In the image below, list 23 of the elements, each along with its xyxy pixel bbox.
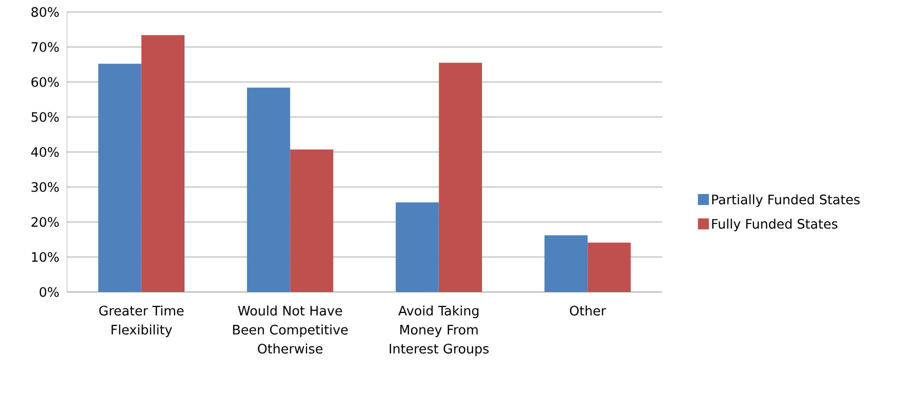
bar: [290, 150, 334, 292]
y-tick-label: 60%: [31, 77, 59, 87]
y-tick-label: 80%: [31, 7, 59, 17]
x-tick-label: Greater Time Flexibility: [99, 306, 184, 338]
bar: [544, 235, 588, 292]
legend-label: Partially Funded States: [712, 194, 860, 207]
bar: [396, 202, 439, 292]
bar: [98, 64, 142, 292]
y-tick-label: 30%: [32, 182, 59, 192]
y-tick-label: 10%: [32, 252, 59, 262]
bar: [438, 62, 482, 292]
y-tick-label: 0%: [40, 287, 59, 297]
x-tick-label: Other: [570, 306, 606, 316]
y-tick-label: 40%: [31, 147, 59, 157]
bar: [246, 88, 290, 292]
y-tick-label: 20%: [32, 217, 59, 227]
x-tick-label: Would Not Have Been Competitive Otherwise: [233, 306, 348, 354]
legend-label: Fully Funded States: [712, 218, 838, 232]
x-tick-label: Avoid Taking Money From Interest Groups: [390, 306, 489, 356]
bar: [141, 35, 185, 292]
y-tick-label: 70%: [32, 42, 59, 52]
bar: [588, 242, 631, 292]
y-tick-label: 50%: [32, 112, 59, 122]
